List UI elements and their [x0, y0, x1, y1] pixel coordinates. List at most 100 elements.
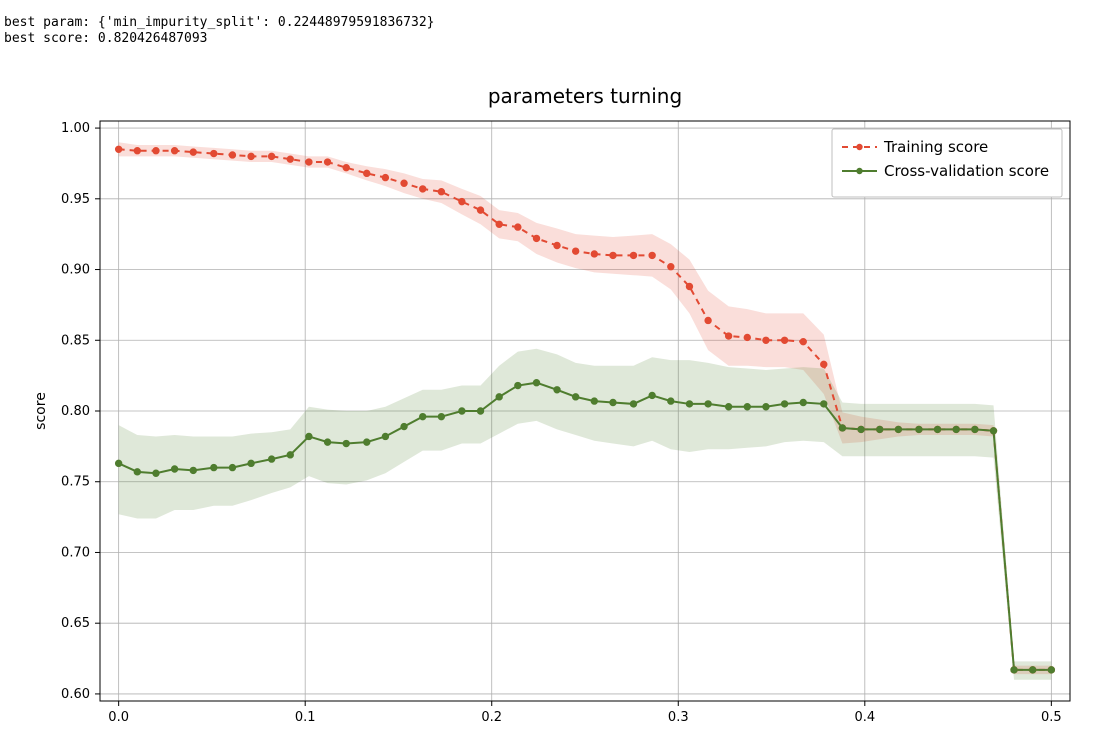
y-tick-label: 0.95: [61, 191, 90, 206]
series-marker: [324, 438, 330, 444]
series-marker: [134, 468, 140, 474]
series-marker: [401, 180, 407, 186]
series-marker: [533, 235, 539, 241]
y-tick-label: 0.90: [61, 262, 90, 277]
series-marker: [705, 317, 711, 323]
series-marker: [591, 250, 597, 256]
series-marker: [668, 397, 674, 403]
series-marker: [153, 470, 159, 476]
x-tick-label: 0.2: [481, 710, 502, 725]
series-marker: [705, 400, 711, 406]
x-tick-label: 0.4: [854, 710, 875, 725]
series-marker: [229, 464, 235, 470]
series-marker: [211, 464, 217, 470]
series-marker: [895, 426, 901, 432]
series-marker: [306, 433, 312, 439]
series-marker: [953, 426, 959, 432]
series-marker: [725, 332, 731, 338]
series-marker: [725, 403, 731, 409]
y-tick-label: 0.65: [61, 616, 90, 631]
series-marker: [420, 185, 426, 191]
series-marker: [477, 407, 483, 413]
legend-label: Cross-validation score: [884, 162, 1049, 180]
chart-legend: Training score Cross-validation score: [832, 129, 1062, 197]
series-marker: [572, 247, 578, 253]
series-marker: [115, 460, 121, 466]
series-marker: [459, 198, 465, 204]
series-marker: [686, 400, 692, 406]
series-marker: [610, 399, 616, 405]
series-marker: [190, 148, 196, 154]
series-marker: [134, 147, 140, 153]
x-tick-label: 0.5: [1041, 710, 1062, 725]
series-marker: [420, 413, 426, 419]
series-marker: [744, 334, 750, 340]
series-marker: [515, 382, 521, 388]
series-marker: [630, 400, 636, 406]
console-output: best param: {'min_impurity_split': 0.224…: [0, 13, 1103, 48]
legend-label: Training score: [883, 138, 988, 156]
y-tick-label: 0.60: [61, 686, 90, 701]
series-marker: [877, 426, 883, 432]
y-axis-label: score: [33, 392, 49, 430]
series-marker: [248, 460, 254, 466]
series-marker: [324, 158, 330, 164]
legend-marker: [856, 143, 862, 149]
series-marker: [839, 424, 845, 430]
series-marker: [763, 337, 769, 343]
series-marker: [800, 338, 806, 344]
series-marker: [438, 413, 444, 419]
series-marker: [591, 397, 597, 403]
series-marker: [496, 393, 502, 399]
console-line-2: best score: 0.820426487093: [4, 31, 208, 46]
series-marker: [248, 153, 254, 159]
series-marker: [382, 433, 388, 439]
y-tick-label: 0.75: [61, 474, 90, 489]
series-marker: [686, 283, 692, 289]
series-marker: [1011, 666, 1017, 672]
series-marker: [438, 188, 444, 194]
series-marker: [554, 242, 560, 248]
series-marker: [306, 158, 312, 164]
series-marker: [171, 465, 177, 471]
x-tick-label: 0.3: [668, 710, 689, 725]
series-marker: [382, 174, 388, 180]
series-marker: [343, 440, 349, 446]
series-marker: [649, 252, 655, 258]
legend-marker: [856, 167, 862, 173]
series-marker: [211, 150, 217, 156]
series-marker: [990, 427, 996, 433]
series-marker: [972, 426, 978, 432]
series-marker: [459, 407, 465, 413]
y-tick-label: 0.85: [61, 333, 90, 348]
series-marker: [821, 361, 827, 367]
series-marker: [401, 423, 407, 429]
y-tick-label: 0.70: [61, 545, 90, 560]
series-marker: [171, 147, 177, 153]
series-marker: [287, 451, 293, 457]
series-marker: [153, 147, 159, 153]
series-marker: [533, 379, 539, 385]
series-marker: [821, 400, 827, 406]
series-marker: [916, 426, 922, 432]
series-marker: [858, 426, 864, 432]
series-marker: [268, 153, 274, 159]
y-tick-label: 1.00: [61, 121, 90, 136]
series-marker: [1029, 666, 1035, 672]
series-marker: [515, 223, 521, 229]
series-marker: [744, 403, 750, 409]
series-marker: [343, 164, 349, 170]
series-marker: [268, 455, 274, 461]
x-tick-label: 0.1: [295, 710, 316, 725]
series-marker: [572, 393, 578, 399]
series-marker: [554, 386, 560, 392]
series-marker: [781, 337, 787, 343]
series-marker: [610, 252, 616, 258]
series-marker: [287, 155, 293, 161]
y-tick-label: 0.80: [61, 404, 90, 419]
parameters-chart: 0.00.10.20.30.40.50.600.650.700.750.800.…: [0, 61, 1103, 729]
series-marker: [668, 263, 674, 269]
chart-container: 0.00.10.20.30.40.50.600.650.700.750.800.…: [0, 61, 1103, 729]
series-marker: [477, 206, 483, 212]
series-marker: [496, 221, 502, 227]
